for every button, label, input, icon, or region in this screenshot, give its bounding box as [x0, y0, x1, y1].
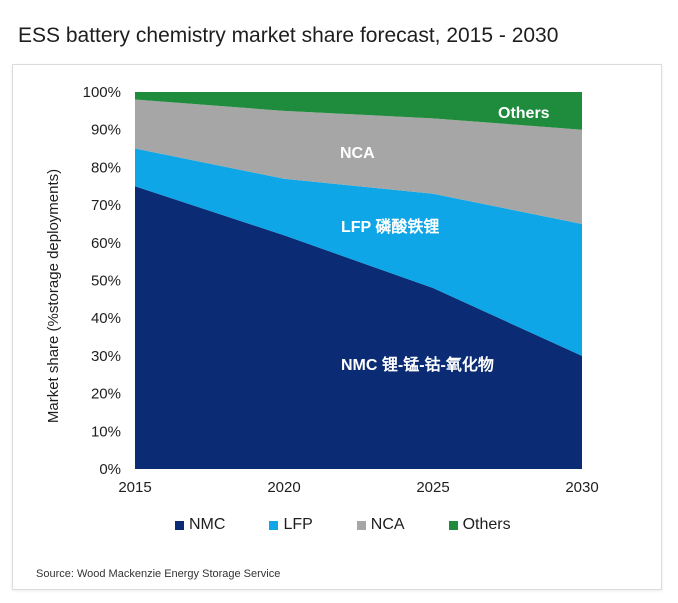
- legend-swatch-lfp: [269, 520, 279, 530]
- y-tick-label: 70%: [91, 197, 121, 214]
- y-tick-label: 0%: [99, 461, 121, 478]
- y-tick-label: 20%: [91, 386, 121, 403]
- y-axis-label: Market share (%storage deployments): [45, 169, 62, 423]
- y-tick-label: 80%: [91, 159, 121, 176]
- legend-swatch-nca: [356, 520, 366, 530]
- y-axis-ticks: 0% 10% 20% 30% 40% 50% 60% 70% 80% 90% 100%: [83, 84, 121, 478]
- area-nmc: [135, 186, 582, 469]
- legend-item-lfp: LFP: [269, 516, 313, 534]
- series-label-others: Others: [498, 105, 550, 122]
- series-label-nca: NCA: [340, 145, 375, 162]
- area-lfp: [135, 148, 582, 356]
- legend-label-nca: NCA: [370, 516, 405, 533]
- chart-title: ESS battery chemistry market share forec…: [18, 24, 559, 47]
- legend-item-others: Others: [448, 516, 511, 534]
- legend-swatch-nmc: [175, 520, 184, 530]
- series-label-lfp: LFP 磷酸铁锂: [341, 217, 439, 236]
- legend-item-nca: NCA: [356, 516, 405, 534]
- x-tick-label: 2015: [118, 479, 151, 496]
- y-tick-label: 50%: [91, 273, 121, 290]
- x-tick-label: 2020: [267, 479, 300, 496]
- series-labels: NMC 锂-锰-钴-氧化物 LFP 磷酸铁锂 NCA Others: [340, 105, 550, 374]
- legend-label-others: Others: [462, 516, 511, 533]
- series-label-nmc: NMC 锂-锰-钴-氧化物: [341, 355, 494, 374]
- x-axis-ticks: 2015 2020 2025 2030: [118, 479, 598, 496]
- area-nca: [135, 99, 582, 224]
- y-tick-label: 10%: [91, 423, 121, 440]
- area-others: [135, 92, 582, 130]
- y-tick-label: 60%: [91, 235, 121, 252]
- y-tick-label: 100%: [83, 84, 121, 101]
- x-tick-label: 2030: [565, 479, 598, 496]
- x-tick-label: 2025: [416, 479, 449, 496]
- legend-item-nmc: NMC: [175, 516, 225, 534]
- legend-label-lfp: LFP: [283, 516, 313, 533]
- legend-swatch-others: [448, 520, 458, 530]
- legend-label-nmc: NMC: [189, 516, 226, 533]
- y-tick-label: 90%: [91, 122, 121, 139]
- legend: NMC LFP NCA Others: [175, 516, 555, 534]
- source-note: Source: Wood Mackenzie Energy Storage Se…: [36, 568, 281, 580]
- y-tick-label: 30%: [91, 348, 121, 365]
- y-tick-label: 40%: [91, 310, 121, 327]
- area-series-group: [135, 92, 582, 469]
